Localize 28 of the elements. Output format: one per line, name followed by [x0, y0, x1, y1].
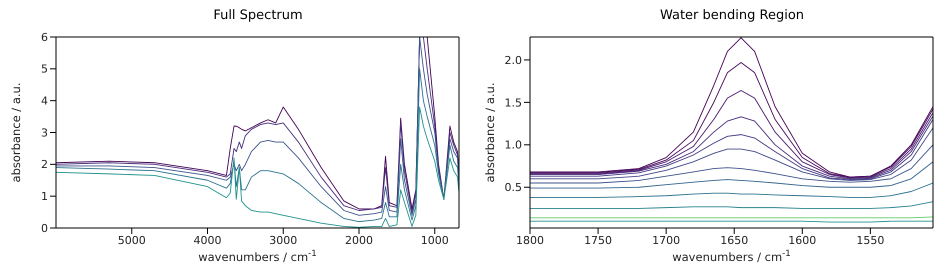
y-tick-label: 6	[41, 30, 48, 44]
x-tick-label: 4000	[194, 234, 222, 247]
x-tick-label: 1700	[652, 234, 680, 247]
x-tick-label: 1750	[584, 234, 612, 247]
y-tick-label: 1	[41, 190, 48, 204]
y-axis-title: absorbance / a.u.	[9, 82, 23, 182]
x-tick-label: 5000	[118, 234, 146, 247]
x-tick-label: 2000	[345, 234, 374, 247]
x-tick-label: 1600	[788, 234, 816, 247]
x-axis-title: wavenumbers / cm$^{-1}$	[198, 249, 317, 264]
y-tick-label: 5	[41, 62, 48, 76]
x-tick-label: 1800	[516, 234, 544, 247]
x-tick-label: 1550	[856, 234, 884, 247]
y-tick-label: 2.0	[504, 54, 522, 67]
chart-title: Full Spectrum	[212, 8, 304, 25]
x-tick-label: 3000	[269, 234, 298, 247]
x-axis-title: wavenumbers / cm$^{-1}$	[672, 249, 791, 264]
y-tick-label: 2	[41, 158, 48, 172]
y-tick-label: 0	[41, 222, 48, 235]
y-tick-label: 1.0	[504, 138, 522, 152]
x-tick-label: 1650	[720, 234, 748, 247]
y-axis-title: absorbance / a.u.	[483, 82, 497, 182]
y-tick-label: 0.5	[504, 181, 522, 194]
y-tick-label: 1.5	[504, 96, 522, 110]
y-tick-label: 4	[41, 94, 48, 108]
y-tick-label: 3	[41, 126, 48, 140]
x-tick-label: 1000	[420, 234, 449, 247]
chart-title: Water bending Region	[658, 8, 806, 25]
